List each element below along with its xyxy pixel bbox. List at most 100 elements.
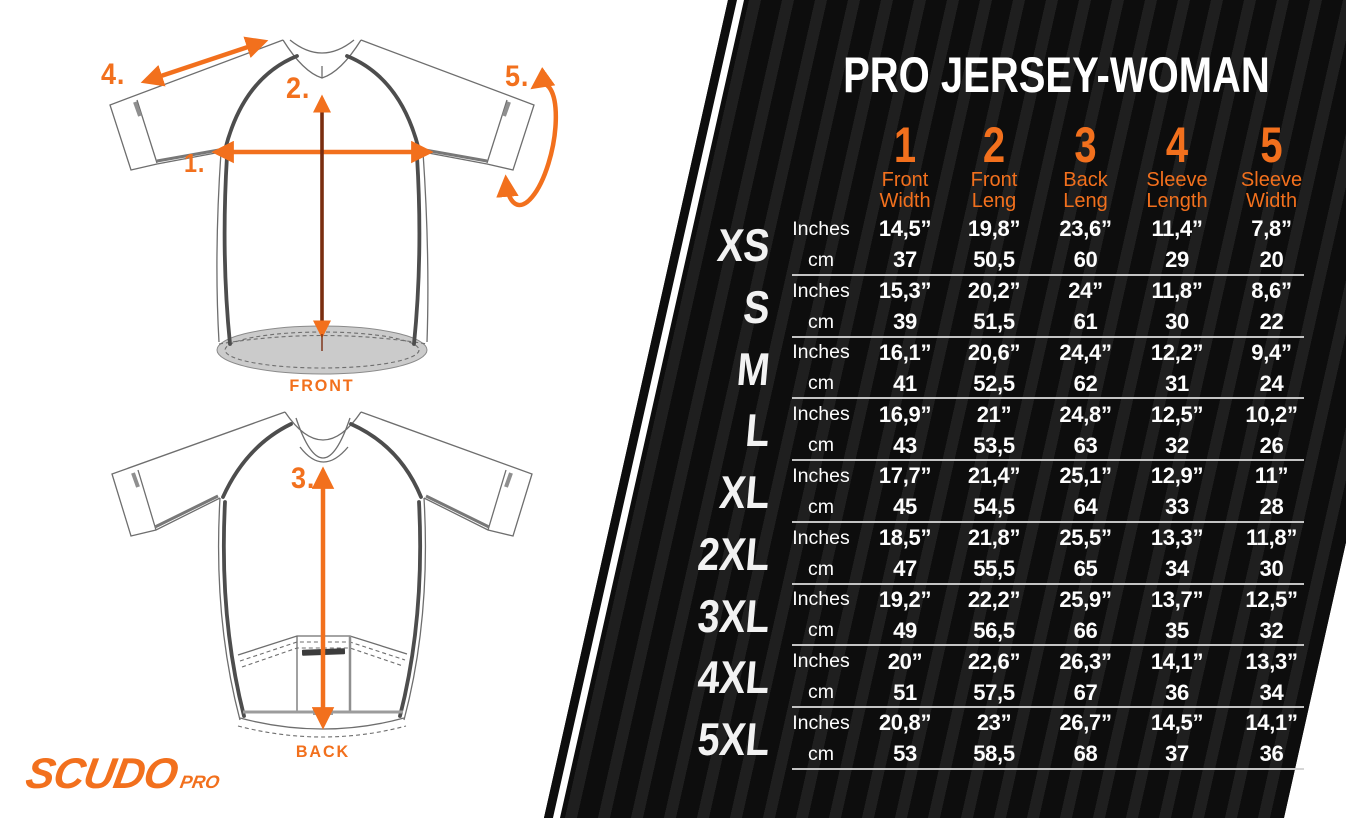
inches-value: 11,4” (1151, 216, 1203, 242)
value-cell-sleeve-length: 12,2” 31 (1131, 338, 1223, 400)
cm-value: 32 (1165, 432, 1189, 458)
cm-value: 32 (1259, 617, 1284, 643)
value-cell-front-leng: 23” 58,5 (948, 708, 1040, 770)
cm-value: 68 (1073, 741, 1098, 767)
size-row: 5XL Inches cm 20,8” 53 23” 58,5 26,7” (640, 708, 1320, 770)
size-label: 3XL (695, 589, 773, 642)
unit-inches-label: Inches (792, 650, 850, 673)
size-row: 3XL Inches cm 19,2” 49 22,2” 56,5 25,9” (640, 585, 1320, 647)
cm-value: 62 (1073, 370, 1098, 396)
size-row: L Inches cm 16,9” 43 21” 53,5 24,8” (640, 399, 1320, 461)
unit-cell: Inches cm (780, 708, 862, 770)
value-cell-back-leng: 24,4” 62 (1040, 338, 1131, 400)
value-cell-front-width: 18,5” 47 (862, 523, 948, 585)
size-row: 4XL Inches cm 20” 51 22,6” 57,5 26,3” (640, 646, 1320, 708)
unit-inches-label: Inches (792, 217, 850, 240)
cm-value: 29 (1165, 247, 1189, 273)
cm-value: 20 (1259, 247, 1284, 273)
unit-cm-label: cm (808, 248, 834, 271)
size-label: L (743, 404, 773, 457)
inches-value: 13,3” (1245, 648, 1298, 674)
inches-value: 24,4” (1059, 339, 1112, 365)
cm-value: 43 (893, 432, 917, 458)
value-cell-back-leng: 23,6” 60 (1040, 214, 1131, 276)
value-cell-back-leng: 25,5” 65 (1040, 523, 1131, 585)
jersey-back-outline (111, 411, 533, 730)
unit-cell: Inches cm (780, 646, 862, 708)
column-numbers-row: 1 2 3 4 5 (640, 117, 1320, 173)
unit-inches-label: Inches (792, 341, 850, 364)
cm-value: 26 (1259, 432, 1284, 458)
value-cell-sleeve-length: 11,8” 30 (1131, 276, 1223, 338)
size-label: S (741, 280, 773, 333)
jersey-back-view (111, 411, 533, 738)
value-cell-front-width: 20,8” 53 (862, 708, 948, 770)
value-cell-sleeve-width: 12,5” 32 (1223, 585, 1320, 647)
cm-value: 36 (1259, 741, 1284, 767)
front-sleeve-seams (156, 148, 488, 163)
cm-value: 30 (1259, 556, 1284, 582)
inches-value: 20,2” (967, 278, 1021, 304)
cm-value: 49 (893, 617, 917, 643)
inches-value: 10,2” (1245, 401, 1298, 427)
value-cell-front-leng: 21,4” 54,5 (948, 461, 1040, 523)
value-cell-sleeve-width: 13,3” 34 (1223, 646, 1320, 708)
inches-value: 14,5” (878, 216, 932, 242)
value-cell-front-leng: 21” 53,5 (948, 399, 1040, 461)
back-view-caption: BACK (295, 742, 351, 761)
inches-value: 23,6” (1059, 216, 1112, 242)
unit-cm-label: cm (808, 495, 834, 518)
column-number-5: 5 (1260, 117, 1283, 173)
value-cell-sleeve-length: 12,9” 33 (1131, 461, 1223, 523)
cm-value: 34 (1165, 556, 1189, 582)
value-cell-front-width: 15,3” 39 (862, 276, 948, 338)
sleeve-width-measure-arrow (496, 67, 559, 208)
inches-value: 11,8” (1245, 525, 1298, 551)
size-row: XS Inches cm 14,5” 37 19,8” 50,5 23,6” (640, 214, 1320, 276)
column-number-1: 1 (893, 117, 917, 173)
unit-inches-label: Inches (792, 526, 850, 549)
back-sleeve-seams (154, 494, 490, 529)
jersey-technical-drawing (109, 36, 559, 738)
inches-value: 19,2” (878, 586, 932, 612)
value-cell-sleeve-width: 11,8” 30 (1223, 523, 1320, 585)
inches-value: 26,7” (1059, 710, 1112, 736)
cm-value: 45 (893, 494, 917, 520)
value-cell-sleeve-length: 14,5” 37 (1131, 708, 1223, 770)
table-title: PRO JERSEY-WOMAN (843, 47, 1270, 103)
cm-value: 54,5 (973, 494, 1015, 520)
value-cell-sleeve-width: 7,8” 20 (1223, 214, 1320, 276)
value-cell-back-leng: 24,8” 63 (1040, 399, 1131, 461)
value-cell-sleeve-width: 8,6” 22 (1223, 276, 1320, 338)
unit-cm-label: cm (808, 372, 834, 395)
unit-cell: Inches cm (780, 461, 862, 523)
inches-value: 7,8” (1251, 216, 1292, 242)
column-header-sleeve-width: Sleeve Width (1240, 169, 1303, 212)
column-number-2: 2 (982, 117, 1006, 173)
cm-value: 67 (1073, 679, 1098, 705)
cm-value: 33 (1165, 494, 1189, 520)
value-cell-back-leng: 24” 61 (1040, 276, 1131, 338)
inches-value: 11” (1254, 463, 1289, 489)
value-cell-back-leng: 25,1” 64 (1040, 461, 1131, 523)
cm-value: 39 (893, 309, 917, 335)
inches-value: 13,3” (1150, 525, 1204, 551)
cm-value: 36 (1165, 679, 1189, 705)
size-row: XL Inches cm 17,7” 45 21,4” 54,5 25,1” (640, 461, 1320, 523)
cm-value: 55,5 (973, 556, 1015, 582)
cm-value: 37 (1165, 741, 1189, 767)
value-cell-sleeve-length: 13,3” 34 (1131, 523, 1223, 585)
unit-cell: Inches cm (780, 585, 862, 647)
cm-value: 66 (1073, 617, 1098, 643)
size-row: S Inches cm 15,3” 39 20,2” 51,5 24” (640, 276, 1320, 338)
measure-label-back-length: 3. (291, 462, 316, 495)
size-label: 5XL (695, 712, 773, 765)
inches-value: 18,5” (878, 525, 932, 551)
inches-value: 25,1” (1059, 463, 1112, 489)
inches-value: 20,6” (967, 339, 1021, 365)
measure-label-front-length: 2. (286, 72, 311, 105)
value-cell-sleeve-width: 11” 28 (1223, 461, 1320, 523)
value-cell-back-leng: 26,7” 68 (1040, 708, 1131, 770)
size-label: 2XL (695, 527, 773, 580)
